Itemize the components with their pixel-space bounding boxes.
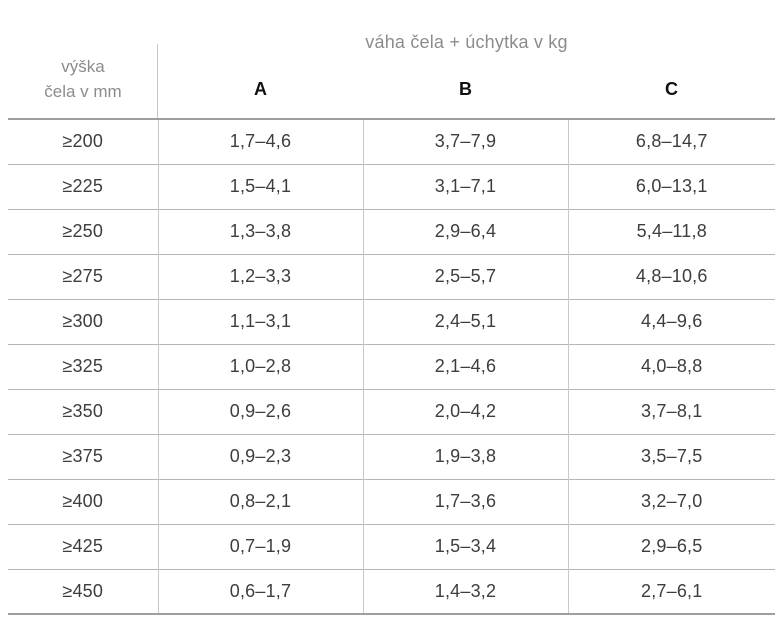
table-row: ≥225 1,5–4,1 3,1–7,1 6,0–13,1 (8, 163, 775, 209)
value-cell-c: 6,8–14,7 (567, 119, 775, 164)
height-cell: ≥300 (8, 298, 158, 344)
value-cell-a: 1,2–3,3 (157, 253, 363, 299)
table-row: ≥425 0,7–1,9 1,5–3,4 2,9–6,5 (8, 523, 775, 569)
value-cell-c: 5,4–11,8 (567, 208, 775, 254)
value-cell-b: 1,4–3,2 (362, 568, 568, 614)
height-cell: ≥450 (8, 568, 158, 614)
row-header-label-line2: čela v mm (44, 82, 122, 101)
value-cell-c: 4,4–9,6 (567, 298, 775, 344)
height-cell: ≥350 (8, 388, 158, 434)
table-row: ≥300 1,1–3,1 2,4–5,1 4,4–9,6 (8, 298, 775, 344)
value-cell-c: 3,5–7,5 (567, 433, 775, 479)
table-row: ≥400 0,8–2,1 1,7–3,6 3,2–7,0 (8, 478, 775, 524)
value-cell-a: 1,3–3,8 (157, 208, 363, 254)
table-row: ≥250 1,3–3,8 2,9–6,4 5,4–11,8 (8, 208, 775, 254)
value-cell-c: 6,0–13,1 (567, 163, 775, 209)
height-cell: ≥425 (8, 523, 158, 569)
value-cell-b: 3,1–7,1 (362, 163, 568, 209)
height-cell: ≥375 (8, 433, 158, 479)
table-row: ≥200 1,7–4,6 3,7–7,9 6,8–14,7 (8, 119, 775, 164)
value-cell-c: 2,9–6,5 (567, 523, 775, 569)
table-row: ≥275 1,2–3,3 2,5–5,7 4,8–10,6 (8, 253, 775, 299)
height-cell: ≥200 (62, 131, 104, 152)
height-cell: ≥325 (8, 343, 158, 389)
value-cell-a: 0,6–1,7 (157, 568, 363, 614)
value-cell-b: 2,4–5,1 (362, 298, 568, 344)
value-cell-b: 1,5–3,4 (362, 523, 568, 569)
table-row: ≥350 0,9–2,6 2,0–4,2 3,7–8,1 (8, 388, 775, 434)
value-cell-b: 2,5–5,7 (362, 253, 568, 299)
value-cell-c: 4,0–8,8 (567, 343, 775, 389)
value-cell-b: 2,0–4,2 (362, 388, 568, 434)
value-cell-a: 1,1–3,1 (157, 298, 363, 344)
table-row: ≥325 1,0–2,8 2,1–4,6 4,0–8,8 (8, 343, 775, 389)
value-cell-a: 0,9–2,6 (157, 388, 363, 434)
value-cell-b: 3,7–7,9 (362, 119, 568, 164)
column-header-a: A (254, 79, 267, 99)
value-cell-a: 1,5–4,1 (157, 163, 363, 209)
table-title: váha čela + úchytka v kg (365, 32, 568, 52)
value-cell-c: 2,7–6,1 (567, 568, 775, 614)
column-header-b: B (459, 79, 472, 99)
weight-table: ≥200 1,7–4,6 3,7–7,9 6,8–14,7 ≥225 1,5–4… (8, 118, 775, 615)
height-cell: ≥275 (8, 253, 158, 299)
value-cell-b: 2,1–4,6 (362, 343, 568, 389)
table-row: ≥450 0,6–1,7 1,4–3,2 2,7–6,1 (8, 568, 775, 614)
column-header-c: C (665, 79, 678, 99)
height-cell: ≥225 (8, 163, 158, 209)
row-header-label: výška čela v mm (8, 54, 158, 104)
value-cell-a: 1,7–4,6 (157, 119, 363, 164)
table-row: ≥375 0,9–2,3 1,9–3,8 3,5–7,5 (8, 433, 775, 479)
value-cell-a: 0,9–2,3 (157, 433, 363, 479)
height-cell: ≥400 (8, 478, 158, 524)
value-cell-c: 4,8–10,6 (567, 253, 775, 299)
value-cell-b: 2,9–6,4 (362, 208, 568, 254)
value-cell-b: 1,7–3,6 (362, 478, 568, 524)
header-column-divider (157, 44, 158, 118)
value-cell-a: 1,0–2,8 (157, 343, 363, 389)
row-header-label-line1: výška (61, 57, 105, 76)
value-cell-c: 3,2–7,0 (567, 478, 775, 524)
value-cell-c: 3,7–8,1 (567, 388, 775, 434)
value-cell-a: 0,8–2,1 (157, 478, 363, 524)
height-cell: ≥250 (8, 208, 158, 254)
weight-table-body: ≥200 1,7–4,6 3,7–7,9 6,8–14,7 ≥225 1,5–4… (8, 119, 775, 614)
value-cell-b: 1,9–3,8 (362, 433, 568, 479)
value-cell-a: 0,7–1,9 (157, 523, 363, 569)
